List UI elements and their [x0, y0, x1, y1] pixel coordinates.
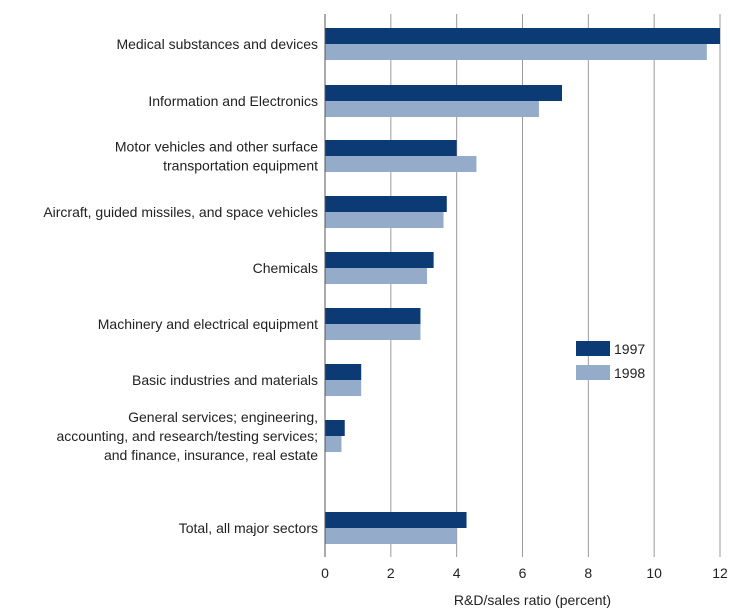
category-label: Information and Electronics	[148, 93, 318, 109]
x-tick-label: 2	[387, 565, 395, 581]
category-label: transportation equipment	[163, 158, 318, 174]
bar-1997-5	[325, 308, 421, 324]
legend: 1997 1998	[576, 341, 645, 381]
x-tick-labels: 0 2 4 6 8 10 12	[321, 565, 728, 581]
category-label: and finance, insurance, real estate	[104, 447, 318, 463]
x-tick-label: 10	[646, 565, 662, 581]
bar-1997-7	[325, 420, 345, 436]
category-label: Motor vehicles and other surface	[115, 139, 318, 155]
category-label: accounting, and research/testing service…	[57, 428, 318, 444]
bar-1998-2	[325, 156, 477, 172]
legend-label-1997: 1997	[614, 341, 645, 357]
category-label: Machinery and electrical equipment	[98, 316, 318, 332]
bar-1998-3	[325, 212, 444, 228]
bar-1997-3	[325, 196, 447, 212]
legend-swatch-1997	[576, 341, 610, 356]
bar-1997-1	[325, 85, 562, 101]
x-tick-label: 0	[321, 565, 329, 581]
category-label: Basic industries and materials	[132, 372, 318, 388]
bar-1997-0	[325, 28, 720, 44]
bar-1997-2	[325, 140, 457, 156]
x-axis-title: R&D/sales ratio (percent)	[454, 592, 611, 608]
bar-1998-7	[325, 436, 342, 452]
bar-1998-5	[325, 324, 421, 340]
category-labels: Medical substances and devices Informatio…	[43, 36, 318, 536]
x-tick-label: 8	[584, 565, 592, 581]
x-tick-label: 4	[453, 565, 461, 581]
x-tick-label: 6	[519, 565, 527, 581]
bar-1997-8	[325, 512, 467, 528]
bars	[325, 28, 720, 544]
bar-1997-6	[325, 364, 362, 380]
category-label: General services; engineering,	[128, 409, 318, 425]
category-label: Chemicals	[253, 260, 318, 276]
x-tick-label: 12	[712, 565, 728, 581]
legend-label-1998: 1998	[614, 365, 645, 381]
legend-swatch-1998	[576, 365, 610, 380]
bar-1998-4	[325, 268, 428, 284]
category-label: Total, all major sectors	[179, 520, 318, 536]
bar-1998-8	[325, 528, 457, 544]
category-label: Medical substances and devices	[116, 36, 318, 52]
bar-1998-6	[325, 380, 362, 396]
bar-1998-0	[325, 44, 707, 60]
bar-1998-1	[325, 101, 539, 117]
bar-1997-4	[325, 252, 434, 268]
category-label: Aircraft, guided missiles, and space veh…	[43, 204, 318, 220]
